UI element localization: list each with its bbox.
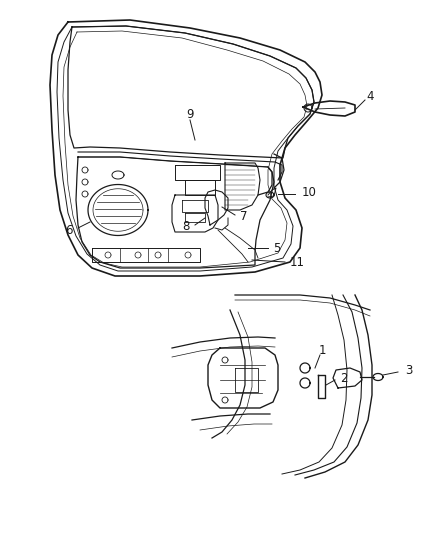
- Text: 6: 6: [66, 223, 73, 237]
- Text: 3: 3: [405, 364, 412, 376]
- Text: 10: 10: [302, 185, 317, 198]
- Text: 5: 5: [273, 241, 280, 254]
- Text: 4: 4: [366, 90, 374, 102]
- Text: 1: 1: [318, 343, 326, 357]
- Text: 11: 11: [290, 255, 305, 269]
- Text: 8: 8: [183, 221, 190, 233]
- Text: 9: 9: [186, 108, 194, 120]
- Text: 7: 7: [240, 209, 247, 222]
- Text: 2: 2: [340, 372, 347, 384]
